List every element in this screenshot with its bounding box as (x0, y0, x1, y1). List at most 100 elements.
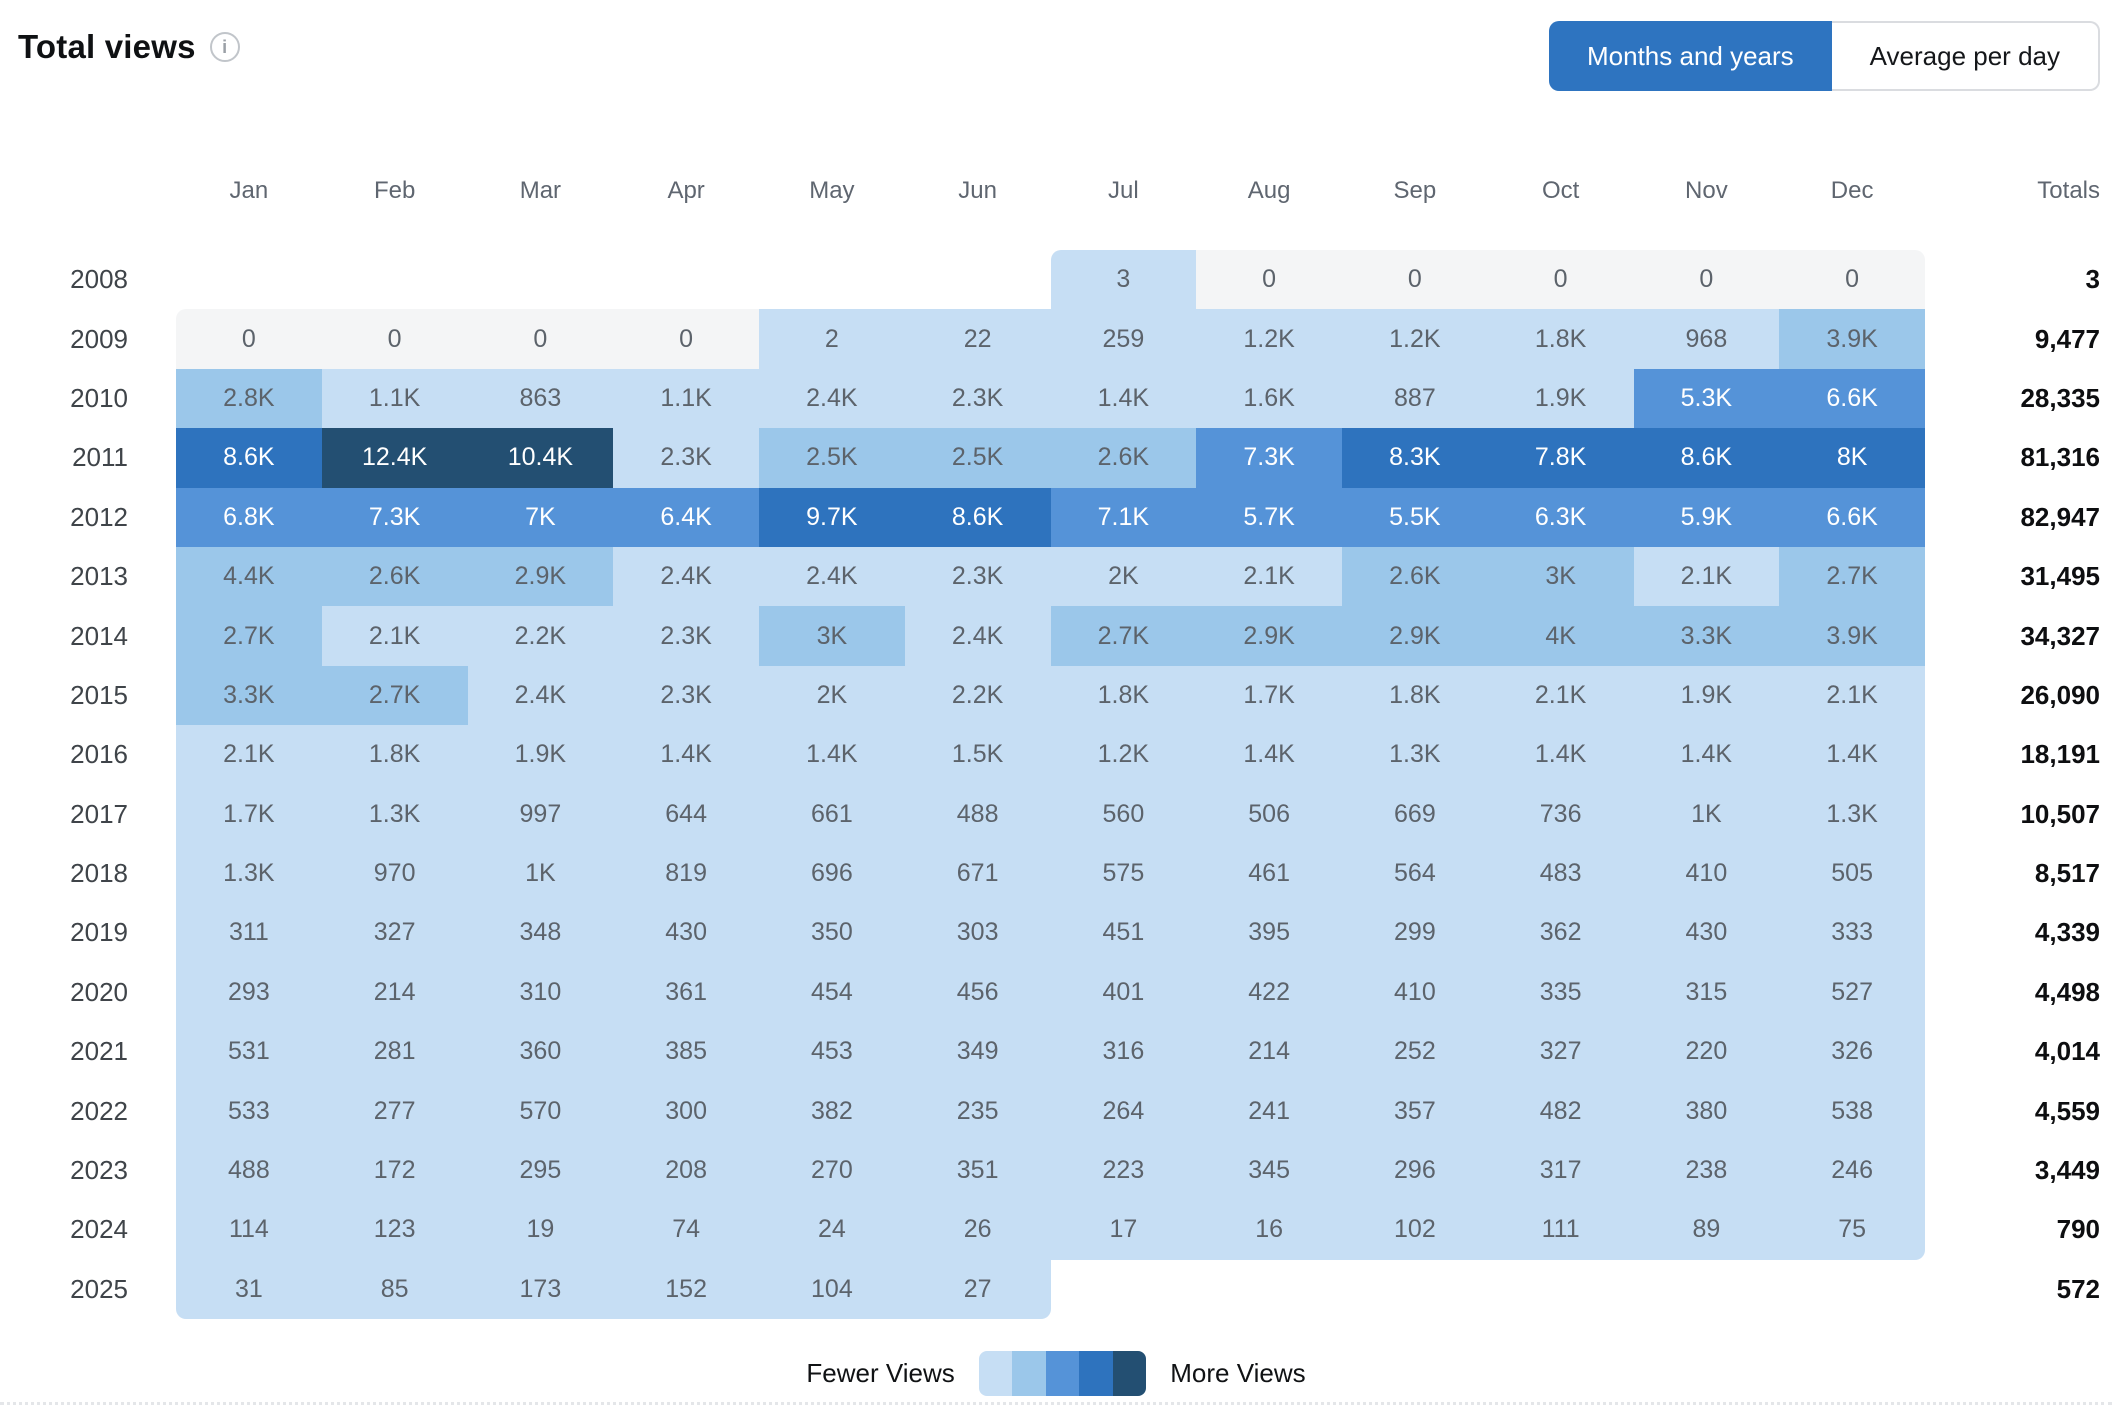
view-toggle: Months and years Average per day (1549, 21, 2100, 91)
heatmap-cell: 0 (1779, 250, 1925, 310)
heatmap-cell: 2.6K (321, 546, 468, 607)
toggle-months-and-years-button[interactable]: Months and years (1549, 21, 1832, 91)
heatmap-cell: 2.4K (904, 606, 1051, 666)
heatmap-cell: 2.1K (1196, 546, 1342, 607)
heatmap-cell: 430 (1633, 903, 1780, 963)
heatmap-cell: 0 (1196, 250, 1342, 310)
heatmap-cell: 2.5K (759, 428, 905, 488)
heatmap-cell: 350 (759, 903, 905, 963)
heatmap-cell: 214 (1196, 1022, 1342, 1082)
month-header: Sep (1393, 177, 1437, 204)
heatmap-cell: 1.8K (1342, 665, 1488, 726)
heatmap-cell: 997 (467, 784, 614, 844)
heatmap-cell: 333 (1779, 903, 1925, 963)
heatmap-cell: 410 (1633, 843, 1780, 904)
heatmap-cell: 2.8K (176, 368, 322, 429)
heatmap-cell: 1.9K (1487, 368, 1634, 429)
month-header: Jan (229, 177, 269, 204)
heatmap-cell: 533 (176, 1081, 322, 1141)
heatmap-cell: 7.3K (321, 487, 468, 547)
heatmap-cell: 270 (759, 1140, 905, 1201)
heatmap-cell: 357 (1342, 1081, 1488, 1141)
heatmap-cell: 1.9K (1633, 665, 1780, 726)
heatmap-cell: 8.6K (904, 487, 1051, 547)
heatmap-cell: 505 (1779, 843, 1925, 904)
heatmap-cell: 2.1K (321, 606, 468, 666)
legend-color-scale (978, 1351, 1147, 1397)
heatmap-cell: 453 (759, 1022, 905, 1082)
heatmap-cell: 281 (321, 1022, 468, 1082)
heatmap-cell: 2.2K (904, 665, 1051, 726)
header-corner (0, 160, 176, 222)
heatmap-cell: 1.4K (1196, 725, 1342, 785)
heatmap-cell: 3K (1487, 546, 1634, 607)
heatmap-cell: 5.9K (1633, 487, 1780, 547)
heatmap-cell: 0 (467, 309, 614, 369)
heatmap-cell: 5.7K (1196, 487, 1342, 547)
heatmap-cell: 2.7K (1779, 546, 1925, 607)
heatmap-cell: 1.4K (759, 725, 905, 785)
heatmap-cell: 223 (1050, 1140, 1197, 1201)
heatmap-cell: 75 (1779, 1200, 1925, 1260)
heatmap-cell: 483 (1487, 843, 1634, 904)
toggle-average-per-day-button[interactable]: Average per day (1831, 21, 2100, 91)
heatmap-cell: 345 (1196, 1140, 1342, 1201)
heatmap-cell: 2.1K (1633, 546, 1780, 607)
heatmap-cell: 669 (1342, 784, 1488, 844)
year-label: 2014 (70, 620, 128, 651)
heatmap-cell: 295 (467, 1140, 614, 1201)
heatmap-cell: 293 (176, 962, 322, 1023)
heatmap-cell: 8.6K (1633, 428, 1780, 488)
heatmap-cell: 27 (904, 1259, 1051, 1320)
heatmap-cell: 362 (1487, 903, 1634, 963)
heatmap-cell: 16 (1196, 1200, 1342, 1260)
heatmap-cell (1342, 1260, 1488, 1319)
heatmap-cell: 299 (1342, 903, 1488, 963)
heatmap-cell: 3K (759, 606, 905, 666)
heatmap-cell: 2.4K (613, 546, 759, 607)
totals-header: Totals (2037, 177, 2100, 204)
heatmap-cell: 8.6K (176, 428, 322, 488)
heatmap-cell: 531 (176, 1022, 322, 1082)
year-label: 2009 (70, 323, 128, 354)
bottom-divider (0, 1402, 2112, 1405)
heatmap-cell: 296 (1342, 1140, 1488, 1201)
row-total: 28,335 (2020, 382, 2100, 413)
info-icon[interactable]: i (209, 32, 240, 62)
heatmap-cell: 1.4K (613, 725, 759, 785)
heatmap-cell: 1.3K (1342, 725, 1488, 785)
heatmap-cell: 10.4K (467, 428, 614, 488)
heatmap-cell: 238 (1633, 1140, 1780, 1201)
heatmap-cell: 235 (904, 1081, 1051, 1141)
row-total: 790 (2056, 1214, 2100, 1245)
heatmap-cell: 8.3K (1342, 428, 1488, 488)
heatmap-cell: 1.8K (1487, 309, 1634, 369)
heatmap-cell: 123 (321, 1200, 468, 1260)
legend-swatch (1079, 1351, 1113, 1397)
row-total: 3 (2085, 264, 2100, 295)
heatmap-cell: 570 (467, 1081, 614, 1141)
heatmap-cell (759, 250, 905, 309)
row-total: 18,191 (2020, 739, 2100, 770)
heatmap-cell (613, 250, 759, 309)
heatmap-cell: 2.7K (1050, 606, 1197, 666)
year-label: 2015 (70, 679, 128, 710)
heatmap-cell: 527 (1779, 962, 1925, 1023)
heatmap-cell: 0 (1342, 250, 1488, 310)
heatmap-cell: 360 (467, 1022, 614, 1082)
year-label: 2008 (70, 264, 128, 295)
heatmap-cell: 264 (1050, 1081, 1197, 1141)
year-label: 2019 (70, 917, 128, 948)
heatmap-cell: 2 (759, 309, 905, 369)
heatmap-cell: 644 (613, 784, 759, 844)
heatmap-cell: 310 (467, 962, 614, 1023)
heatmap-cell: 482 (1487, 1081, 1634, 1141)
heatmap-cell: 564 (1342, 843, 1488, 904)
heatmap-cell: 1.5K (904, 725, 1051, 785)
heatmap-cell: 114 (176, 1200, 322, 1260)
heatmap-cell: 241 (1196, 1081, 1342, 1141)
heatmap-cell: 172 (321, 1140, 468, 1201)
heatmap-grid: 2008 3 0 0 0 0 0 3 2009 0 0 0 0 2 22 259 1.2K 1.2K 1.8K 968… (0, 250, 2112, 1320)
row-total: 82,947 (2020, 501, 2100, 532)
